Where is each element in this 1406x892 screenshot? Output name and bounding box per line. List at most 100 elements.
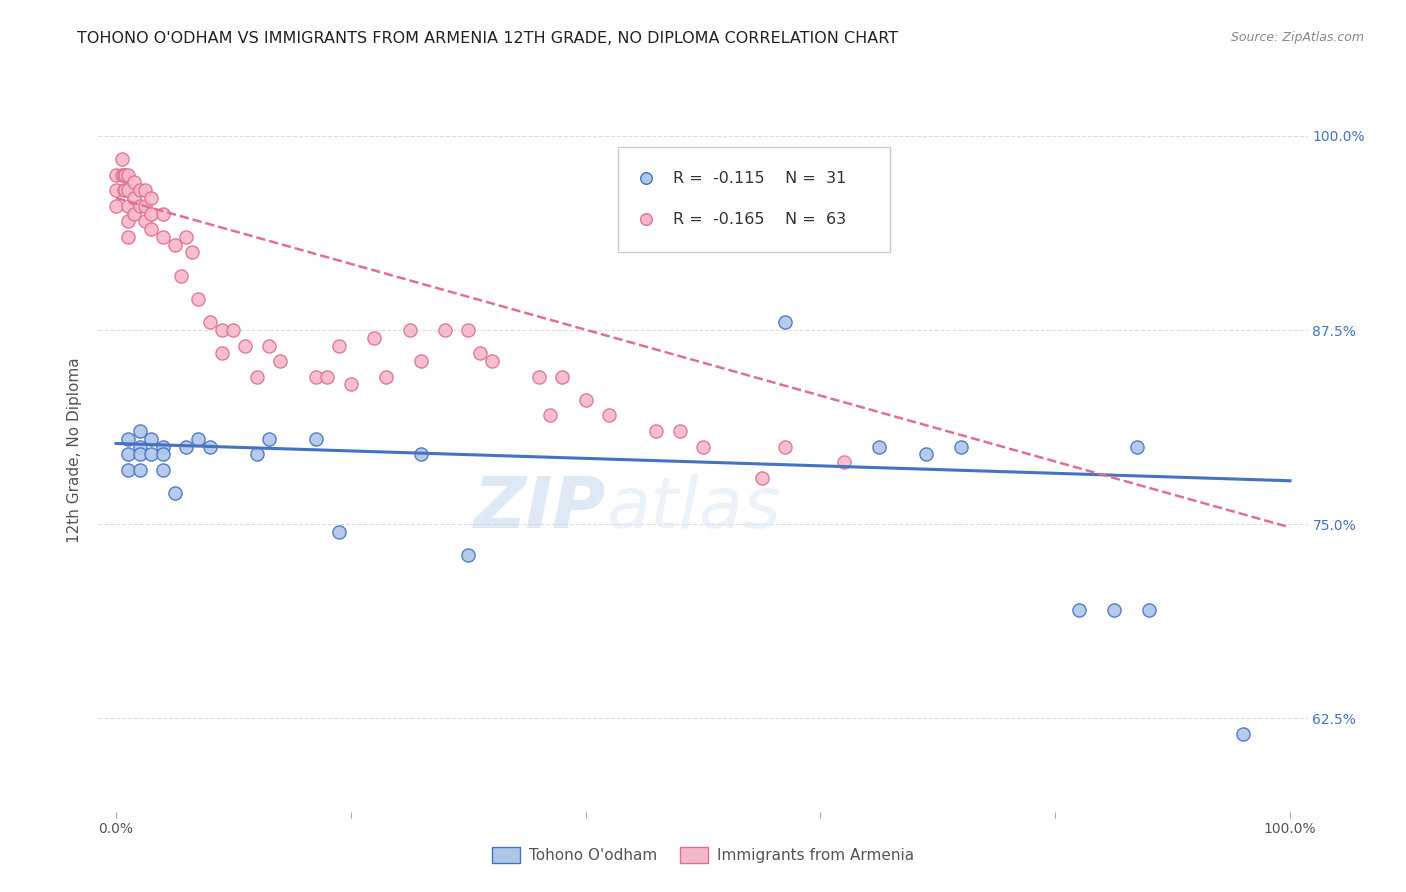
Point: [1137, 603, 1160, 617]
Point: [128, 199, 150, 213]
Point: [598, 409, 620, 423]
Y-axis label: 12th Grade, No Diploma: 12th Grade, No Diploma: [67, 358, 83, 543]
Point: [433, 323, 456, 337]
Point: [105, 199, 128, 213]
Point: [527, 369, 550, 384]
Point: [1232, 727, 1254, 741]
Point: [134, 183, 156, 197]
Point: [181, 245, 204, 260]
Point: [114, 183, 136, 197]
Point: [122, 191, 145, 205]
Point: [316, 369, 339, 384]
Point: [117, 199, 139, 213]
Point: [152, 463, 174, 477]
Point: [176, 229, 198, 244]
Text: TOHONO O'ODHAM VS IMMIGRANTS FROM ARMENIA 12TH GRADE, NO DIPLOMA CORRELATION CHA: TOHONO O'ODHAM VS IMMIGRANTS FROM ARMENI…: [77, 31, 898, 46]
Point: [198, 315, 221, 329]
Point: [198, 440, 221, 454]
Point: [152, 447, 174, 461]
Point: [128, 183, 150, 197]
Point: [141, 206, 163, 220]
Point: [915, 447, 938, 461]
Point: [246, 369, 269, 384]
Point: [128, 440, 150, 454]
Point: [187, 292, 209, 306]
Point: [117, 463, 139, 477]
Point: [117, 229, 139, 244]
Point: [152, 206, 174, 220]
Point: [117, 214, 139, 228]
Point: [117, 168, 139, 182]
Point: [868, 440, 890, 454]
Text: R =  -0.115    N =  31: R = -0.115 N = 31: [673, 170, 846, 186]
Point: [187, 432, 209, 446]
Point: [328, 338, 350, 352]
Point: [111, 168, 134, 182]
Point: [128, 447, 150, 461]
Point: [411, 354, 433, 368]
Point: [122, 176, 145, 190]
Point: [950, 440, 973, 454]
Point: [637, 409, 659, 423]
Point: [668, 424, 690, 438]
Point: [128, 463, 150, 477]
Text: Source: ZipAtlas.com: Source: ZipAtlas.com: [1230, 31, 1364, 45]
Point: [246, 447, 269, 461]
Point: [1126, 440, 1149, 454]
Point: [152, 440, 174, 454]
Text: R =  -0.165    N =  63: R = -0.165 N = 63: [673, 211, 846, 227]
Point: [233, 338, 256, 352]
Point: [375, 369, 398, 384]
Point: [122, 206, 145, 220]
Legend: Tohono O'odham, Immigrants from Armenia: Tohono O'odham, Immigrants from Armenia: [486, 841, 920, 869]
Point: [112, 183, 135, 197]
Point: [105, 168, 128, 182]
Text: atlas: atlas: [606, 474, 780, 542]
Point: [141, 432, 163, 446]
Point: [328, 524, 350, 539]
Point: [692, 440, 714, 454]
Point: [141, 222, 163, 236]
Point: [211, 323, 233, 337]
Point: [457, 323, 479, 337]
Point: [304, 369, 326, 384]
Point: [222, 323, 245, 337]
Point: [457, 549, 479, 563]
Point: [637, 320, 659, 334]
Point: [773, 315, 796, 329]
FancyBboxPatch shape: [619, 147, 890, 252]
Point: [1102, 603, 1125, 617]
Point: [832, 455, 855, 469]
Point: [211, 346, 233, 360]
Point: [304, 432, 326, 446]
Point: [645, 424, 668, 438]
Point: [575, 392, 598, 407]
Point: [551, 369, 574, 384]
Point: [117, 183, 139, 197]
Point: [141, 447, 163, 461]
Point: [751, 470, 773, 484]
Point: [141, 191, 163, 205]
Text: ZIP: ZIP: [474, 474, 606, 542]
Point: [269, 354, 291, 368]
Point: [134, 214, 156, 228]
Point: [163, 486, 186, 500]
Point: [117, 432, 139, 446]
Point: [169, 268, 191, 283]
Point: [340, 377, 363, 392]
Point: [134, 199, 156, 213]
Point: [773, 440, 796, 454]
Point: [481, 354, 503, 368]
Point: [114, 168, 136, 182]
Point: [117, 447, 139, 461]
Point: [363, 331, 385, 345]
Point: [152, 229, 174, 244]
Point: [111, 152, 134, 166]
Point: [1067, 603, 1090, 617]
Point: [105, 183, 128, 197]
Point: [257, 432, 280, 446]
Point: [112, 168, 135, 182]
Point: [257, 338, 280, 352]
Point: [176, 440, 198, 454]
Point: [163, 237, 186, 252]
